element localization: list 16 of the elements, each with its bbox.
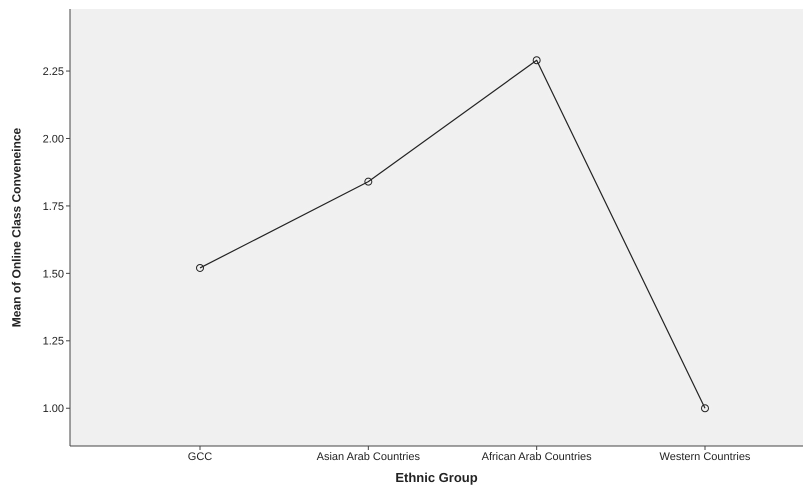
- x-tick-label: Asian Arab Countries: [316, 450, 420, 463]
- point: [196, 264, 204, 272]
- x-tick-label: African Arab Countries: [482, 450, 592, 463]
- y-tick-label: 1.00: [42, 403, 64, 416]
- x-axis-title: Ethnic Group: [395, 470, 478, 485]
- y-tick-label: 1.50: [42, 268, 64, 280]
- point: [532, 56, 541, 64]
- x-tick-label: Western Countries: [660, 450, 751, 463]
- point: [364, 178, 372, 186]
- point: [701, 404, 709, 412]
- y-tick-label: 1.75: [42, 200, 64, 213]
- y-tick-label: 1.25: [42, 336, 64, 348]
- y-axis-title: Mean of Online Class Conveneince: [9, 127, 24, 328]
- y-tick-label: 2.00: [42, 133, 64, 146]
- x-tick-label: GCC: [188, 450, 212, 463]
- y-tick-label: 2.25: [42, 66, 64, 78]
